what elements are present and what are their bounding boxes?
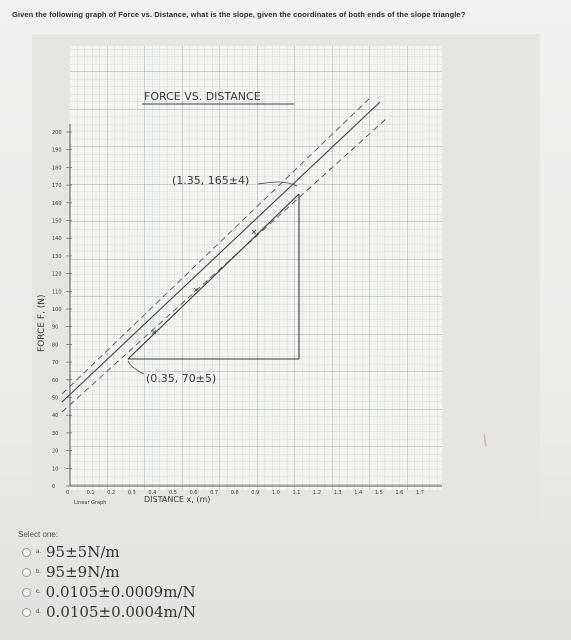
question-text: Given the following graph of Force vs. D… <box>12 10 466 19</box>
top-point-annotation: (1.35, 165±4) <box>172 174 249 187</box>
best-fit-line <box>61 101 381 403</box>
x-tick-labels: 0 0.1 0.2 0.3 0.4 0.5 0.6 0.7 0.8 0.9 1.0 1.1 1.2 1.3… <box>66 490 424 496</box>
x-tick-label: 0.2 <box>107 490 115 496</box>
bottom-point-arrow <box>127 360 145 375</box>
graph-svg: FORCE VS. DISTANCE FORCE F, (N) 20019018… <box>32 34 540 522</box>
x-tick-label: 1.0 <box>272 490 280 496</box>
y-tick-label: 200 <box>52 130 62 136</box>
slope-triangle-hypotenuse <box>127 193 300 360</box>
x-tick-label: 1.2 <box>313 490 321 496</box>
option-d-letter: d. <box>36 609 42 615</box>
x-tick-label: 0.6 <box>190 490 198 496</box>
y-tick-label: 100 <box>52 307 62 313</box>
option-b-text: 95±9N/m <box>46 563 120 581</box>
x-tick-label: 0.1 <box>87 490 95 496</box>
x-tick-label: 0.7 <box>210 490 218 496</box>
option-c-radio[interactable] <box>22 587 31 597</box>
y-tick-label: 110 <box>52 289 62 295</box>
graph-title: FORCE VS. DISTANCE <box>144 90 261 103</box>
x-tick-label: 1.4 <box>354 490 362 496</box>
x-axis-label: DISTANCE x, (m) <box>144 495 210 504</box>
option-d-radio[interactable] <box>22 607 31 617</box>
y-tick-label: 10 <box>52 466 58 472</box>
y-tick-label: 170 <box>52 183 62 189</box>
y-tick-label: 60 <box>52 378 58 384</box>
x-tick-label: 0 <box>66 490 69 496</box>
option-a[interactable]: a. 95±5N/m <box>22 542 120 562</box>
option-a-letter: a. <box>36 549 42 555</box>
bottom-point-annotation: (0.35, 70±5) <box>146 372 216 385</box>
y-tick-label: 40 <box>52 413 58 419</box>
select-one-label: Select one: <box>18 530 59 539</box>
slope-triangle <box>128 194 300 360</box>
x-tick-label: 1.3 <box>334 490 342 496</box>
option-b-radio[interactable] <box>22 567 31 577</box>
top-point-arrow <box>257 181 298 187</box>
y-tick-label: 180 <box>52 165 62 171</box>
option-a-text: 95±5N/m <box>46 543 120 561</box>
y-tick-label: 160 <box>52 201 62 207</box>
y-tick-labels: 2001901801701601501401301201101009080706… <box>52 130 72 490</box>
x-tick-label: 1.7 <box>416 490 424 496</box>
stray-mark <box>483 433 487 447</box>
option-a-radio[interactable] <box>22 547 31 557</box>
graph-grid <box>70 46 442 490</box>
y-tick-label: 190 <box>52 148 62 154</box>
option-c[interactable]: c. 0.0105±0.0009m/N <box>22 582 196 602</box>
graph-photo: FORCE VS. DISTANCE FORCE F, (N) 200 190 18… <box>32 34 540 522</box>
x-tick-label: 0.8 <box>231 490 239 496</box>
x-tick-label: 0.3 <box>128 490 136 496</box>
y-tick-label: 80 <box>52 342 58 348</box>
option-b[interactable]: b. 95±9N/m <box>22 562 120 582</box>
option-b-letter: b. <box>36 569 42 575</box>
x-tick-label: 1.1 <box>292 490 300 496</box>
option-c-text: 0.0105±0.0009m/N <box>45 583 196 601</box>
error-line-min <box>61 95 373 395</box>
option-c-letter: c. <box>36 589 41 595</box>
y-tick-label: 70 <box>52 360 58 366</box>
x-tick-label: 0.4 <box>148 490 156 496</box>
y-tick-label: 130 <box>52 254 62 260</box>
error-line-max <box>61 117 388 413</box>
y-tick-label: 30 <box>52 431 58 437</box>
y-tick-label: 50 <box>52 396 58 402</box>
x-tick-label: 1.6 <box>395 490 403 496</box>
option-d[interactable]: d. 0.0105±0.0004m/N <box>22 602 196 622</box>
y-tick-label: 140 <box>52 236 62 242</box>
y-tick-label: 150 <box>52 219 62 225</box>
x-tick-label: 0.5 <box>169 490 177 496</box>
paper-caption: Linear Graph <box>74 500 106 506</box>
y-tick-label: 20 <box>52 449 58 455</box>
data-points <box>151 229 257 335</box>
option-d-text: 0.0105±0.0004m/N <box>46 603 196 621</box>
x-tick-label: 1.5 <box>375 490 383 496</box>
y-tick-label: 90 <box>52 325 58 331</box>
y-tick-label: 120 <box>52 272 62 278</box>
y-axis-label: FORCE F, (N) <box>37 294 47 352</box>
x-tick-label: 0.9 <box>251 490 259 496</box>
y-tick-label: 0 <box>52 484 55 490</box>
